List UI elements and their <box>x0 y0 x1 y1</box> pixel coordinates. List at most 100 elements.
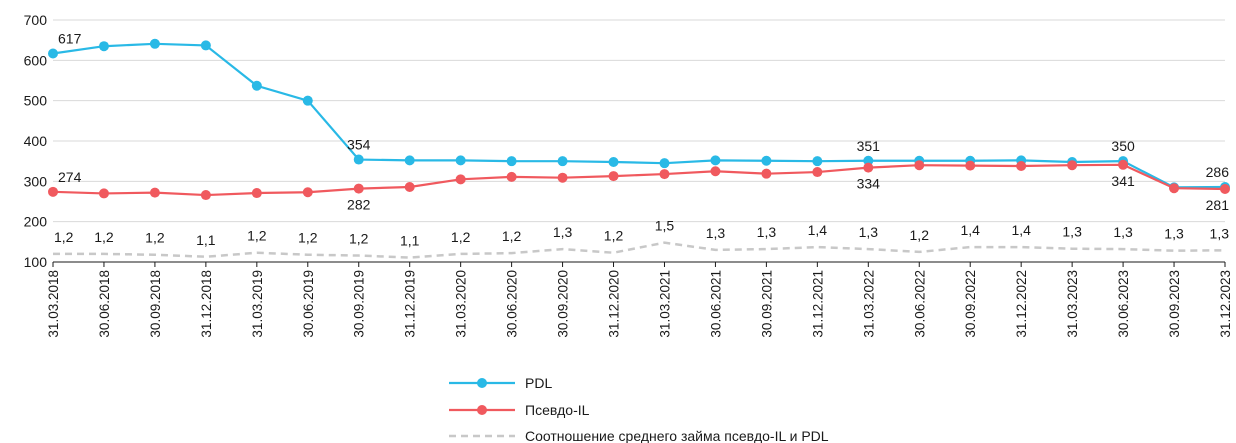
x-tick-label: 30.09.2022 <box>963 270 978 338</box>
ratio-label: 1,1 <box>196 232 216 248</box>
x-tick-label: 31.03.2023 <box>1065 270 1080 338</box>
x-tick-label: 31.12.2023 <box>1218 270 1233 338</box>
ratio-label: 1,2 <box>604 228 624 244</box>
data-point <box>506 156 517 167</box>
x-tick-label: 30.06.2022 <box>912 270 927 338</box>
ratio-label: 1,4 <box>960 222 980 238</box>
data-point <box>48 48 58 59</box>
data-point <box>608 156 619 167</box>
y-axis: 100 200 300 400 500 600 700 <box>24 12 48 270</box>
ratio-label: 1,2 <box>910 227 930 243</box>
series-line-pseudo-il <box>52 163 1226 197</box>
x-tick-label: 31.12.2020 <box>607 270 622 338</box>
data-label: 341 <box>1111 173 1135 189</box>
ratio-label: 1,3 <box>757 224 777 240</box>
data-point <box>98 188 109 199</box>
ratio-label: 1,2 <box>94 229 114 245</box>
data-label: 351 <box>857 138 881 154</box>
data-point <box>302 187 313 198</box>
x-tick-label: 31.12.2019 <box>403 270 418 338</box>
ratio-label: 1,3 <box>1164 226 1184 242</box>
x-tick-label: 31.12.2021 <box>810 270 825 338</box>
x-tick-label: 31.03.2019 <box>250 270 265 338</box>
ratio-label: 1,3 <box>706 225 726 241</box>
legend-item-label: Псевдо-IL <box>525 402 590 418</box>
data-point <box>251 80 262 91</box>
data-point <box>812 167 823 178</box>
data-point <box>455 155 466 166</box>
data-point <box>914 160 925 171</box>
x-tick-label: 30.09.2018 <box>148 270 163 338</box>
data-point <box>506 171 517 182</box>
y-tick-label: 300 <box>24 173 48 189</box>
ratio-label: 1,2 <box>298 230 318 246</box>
legend: PDL Псевдо-IL Соотношение среднего займа п… <box>449 375 829 443</box>
data-point <box>710 166 721 177</box>
ratio-label: 1,2 <box>54 229 74 245</box>
data-point <box>812 156 823 167</box>
x-tick-label: 31.03.2022 <box>861 270 876 338</box>
data-label: 334 <box>857 176 881 192</box>
ratio-label: 1,5 <box>655 218 675 234</box>
data-point <box>200 190 211 201</box>
data-point <box>1220 183 1230 194</box>
legend-item-label: Соотношение среднего займа псевдо-IL и P… <box>525 428 829 443</box>
ratio-label: 1,2 <box>349 231 369 247</box>
legend-marker <box>477 405 487 415</box>
data-point <box>149 38 160 49</box>
series-line-ratio <box>53 241 1226 259</box>
x-tick-label: 31.03.2021 <box>657 270 672 338</box>
data-point <box>48 186 58 197</box>
ratio-label: 1,3 <box>553 224 573 240</box>
series-group <box>48 38 1230 259</box>
data-point <box>251 188 262 199</box>
x-tick-label: 31.03.2018 <box>46 270 61 338</box>
data-point <box>98 41 109 52</box>
data-point <box>149 187 160 198</box>
x-tick-label: 30.06.2021 <box>708 270 723 338</box>
data-point <box>659 169 670 180</box>
data-point <box>1067 160 1078 171</box>
x-tick-label: 30.09.2021 <box>759 270 774 338</box>
data-label: 281 <box>1206 197 1230 213</box>
data-point <box>608 171 619 182</box>
x-tick-label: 31.12.2018 <box>199 270 214 338</box>
data-label: 350 <box>1111 138 1135 154</box>
legend-item-label: PDL <box>525 375 552 391</box>
data-point <box>659 158 670 169</box>
ratio-label: 1,2 <box>145 230 165 246</box>
ratio-label: 1,3 <box>1113 224 1133 240</box>
data-point <box>353 154 364 165</box>
data-label: 286 <box>1206 164 1230 180</box>
data-point <box>404 155 415 166</box>
data-point <box>455 174 466 185</box>
x-tick-label: 30.06.2023 <box>1116 270 1131 338</box>
data-point <box>353 183 364 194</box>
y-tick-label: 100 <box>24 254 48 270</box>
data-point <box>557 156 568 167</box>
x-tick-label: 30.06.2019 <box>301 270 316 338</box>
data-point <box>761 155 772 166</box>
data-label: 354 <box>347 137 371 153</box>
data-point <box>1169 183 1180 194</box>
x-tick-label: 30.06.2020 <box>505 270 520 338</box>
x-tick-label: 30.09.2019 <box>352 270 367 338</box>
data-point <box>965 160 976 171</box>
legend-marker <box>477 378 487 388</box>
x-tick-label: 30.06.2018 <box>97 270 112 338</box>
data-point <box>710 155 721 166</box>
ratio-label: 1,2 <box>451 229 471 245</box>
data-point <box>1016 161 1027 172</box>
data-labels: 617 354 351 350 286 274 282 334 341 281 1,2 1,2 1,2 1… <box>54 30 1229 248</box>
data-point <box>863 162 874 173</box>
ratio-label: 1,1 <box>400 233 420 249</box>
ratio-label: 1,4 <box>1011 222 1031 238</box>
series-line-pdl <box>52 42 1226 189</box>
data-point <box>761 168 772 179</box>
ratio-label: 1,2 <box>247 228 267 244</box>
y-tick-label: 400 <box>24 133 48 149</box>
y-tick-label: 600 <box>24 52 48 68</box>
gridlines <box>53 19 1225 263</box>
data-point <box>200 40 211 51</box>
